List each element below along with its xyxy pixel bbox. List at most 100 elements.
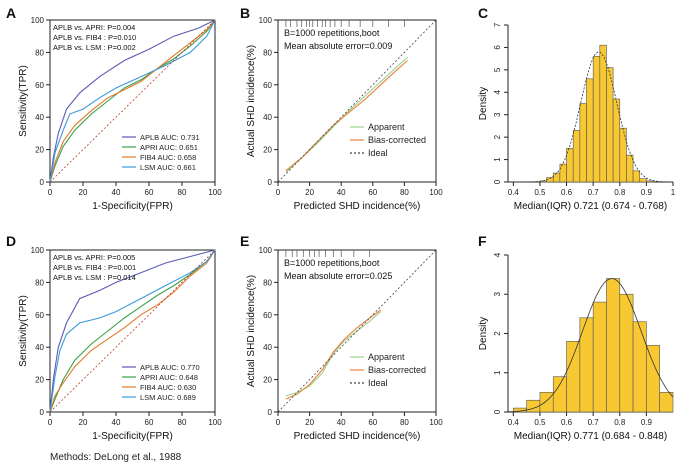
panel-b-y-tick-label: 40 bbox=[263, 113, 272, 122]
panel-e-y-tick-label: 100 bbox=[259, 246, 273, 255]
panel-b-annotation: B=1000 repetitions,boot bbox=[284, 28, 380, 38]
panel-c-x-tick-label: 0.8 bbox=[614, 188, 626, 197]
panel-f-histogram-bar bbox=[566, 341, 581, 413]
panel-d-series-fib4 bbox=[49, 249, 216, 413]
panel-e-legend-label: Ideal bbox=[368, 378, 388, 388]
panel-a: A 0 20 40 60 80 100 0 20 40 60 80 100 1-Specificity(… bbox=[6, 5, 222, 212]
panel-b-y-tick-label: 0 bbox=[268, 178, 273, 187]
panel-a-y-tick-label: 60 bbox=[35, 81, 44, 90]
panel-a-series-fib4 bbox=[49, 19, 216, 183]
panel-a-legend-label: APRI AUC: 0.651 bbox=[140, 143, 198, 152]
panel-a-series-aplb bbox=[49, 19, 216, 183]
panel-f-histogram-bar bbox=[632, 321, 647, 413]
panel-c-histogram-bar bbox=[579, 103, 587, 183]
panel-f-y-tick-label: 4 bbox=[493, 252, 502, 257]
panel-e-annotation: B=1000 repetitions,boot bbox=[284, 258, 380, 268]
panel-a-y-tick-label: 80 bbox=[35, 48, 44, 57]
panel-b-x-tick-label: 60 bbox=[368, 188, 377, 197]
panel-f-x-tick-label: 0.9 bbox=[641, 418, 653, 427]
panel-b-legend-label: Apparent bbox=[368, 122, 405, 132]
panel-c-y-tick-label: 3 bbox=[493, 112, 502, 117]
panel-a-series-reference bbox=[49, 19, 216, 183]
panel-a-series-apri bbox=[49, 19, 216, 183]
panel-c-x-tick-label: 0.4 bbox=[508, 188, 520, 197]
panel-c-y-tick-label: 0 bbox=[493, 179, 502, 184]
panel-c-histogram-bar bbox=[639, 178, 647, 183]
panel-e-letter: E bbox=[240, 233, 249, 249]
panel-d-y-tick-label: 80 bbox=[35, 278, 44, 287]
panel-e-legend-label: Bias-corrected bbox=[368, 365, 426, 375]
panel-e-x-tick-label: 100 bbox=[429, 418, 443, 427]
panel-f-letter: F bbox=[478, 233, 487, 249]
panel-a-y-tick-label: 100 bbox=[31, 16, 45, 25]
panel-f-x-tick-label: 0.4 bbox=[508, 418, 520, 427]
panel-b: B 0 20 40 60 80 100 0 20 40 60 80 100 Predicted SHD … bbox=[240, 5, 443, 212]
panel-f-x-tick-label: 0.5 bbox=[534, 418, 546, 427]
panel-f-histogram-bar bbox=[592, 301, 607, 413]
panel-a-annotation: APLB vs. APRI: P=0.004 bbox=[53, 23, 135, 32]
panel-d: D 0 20 40 60 80 100 0 20 40 60 80 100 1-Specificity(… bbox=[6, 233, 222, 442]
panel-c-x-tick-label: 0.9 bbox=[641, 188, 653, 197]
panel-a-y-tick-label: 0 bbox=[40, 178, 45, 187]
panel-d-y-tick-label: 20 bbox=[35, 376, 44, 385]
panel-c-histogram-bar bbox=[606, 67, 614, 183]
panel-c-x-tick-label: 0.5 bbox=[534, 188, 546, 197]
panel-d-legend-label: APRI AUC: 0.648 bbox=[140, 373, 198, 382]
panel-d-y-tick-label: 100 bbox=[31, 246, 45, 255]
panel-a-x-tick-label: 60 bbox=[145, 188, 154, 197]
panel-d-series-reference bbox=[49, 249, 216, 413]
panel-c-y-axis-label: Density bbox=[478, 87, 489, 120]
panel-c-histogram-bar bbox=[572, 130, 581, 183]
panel-a-plot-frame bbox=[49, 19, 216, 183]
panel-e-plot-frame bbox=[277, 249, 437, 413]
panel-c-y-tick-label: 5 bbox=[493, 67, 502, 72]
panel-c: C 0.4 0.5 0.6 0.7 0.8 0.9 1 0 1 2 3 4 5 6 7 Median(IQR)… bbox=[478, 5, 676, 212]
panel-b-y-axis-label: Actual SHD incidence(%) bbox=[246, 45, 257, 157]
panel-e-y-axis-label: Actual SHD incidence(%) bbox=[246, 275, 257, 387]
panel-f-histogram-bar bbox=[646, 344, 660, 413]
panel-e-x-axis-label: Predicted SHD incidence(%) bbox=[294, 431, 421, 442]
panel-a-legend-label: LSM AUC: 0.661 bbox=[140, 163, 196, 172]
panel-c-x-axis-label: Median(IQR) 0.721 (0.674 - 0.768) bbox=[514, 201, 667, 212]
panel-c-histogram-bar bbox=[559, 163, 567, 183]
panel-d-y-tick-label: 40 bbox=[35, 343, 44, 352]
panel-a-legend-label: FIB4 AUC: 0.658 bbox=[140, 153, 196, 162]
panel-d-x-tick-label: 60 bbox=[145, 418, 154, 427]
panel-c-histogram-bar bbox=[619, 127, 627, 183]
panel-d-legend-label: LSM AUC: 0.689 bbox=[140, 393, 196, 402]
panel-a-x-axis-label: 1-Specificity(FPR) bbox=[92, 201, 173, 212]
panel-e-y-tick-label: 60 bbox=[263, 311, 272, 320]
panel-a-x-tick-label: 20 bbox=[79, 188, 88, 197]
panel-b-y-tick-label: 100 bbox=[259, 16, 273, 25]
panel-e-x-tick-label: 40 bbox=[337, 418, 346, 427]
panel-b-series-bias-corrected bbox=[285, 60, 408, 172]
panel-f-y-tick-label: 1 bbox=[493, 370, 502, 375]
panel-c-x-tick-label: 1 bbox=[671, 188, 676, 197]
panel-a-y-tick-label: 20 bbox=[35, 146, 44, 155]
panel-e-series-ideal bbox=[277, 249, 437, 413]
panel-c-histogram-bar bbox=[586, 78, 594, 183]
panel-d-x-tick-label: 40 bbox=[112, 418, 121, 427]
panel-c-histogram-bar bbox=[592, 56, 601, 183]
panel-d-y-axis-label: Sensitivity(TPR) bbox=[18, 295, 29, 367]
panel-a-annotation: APLB vs. LSM : P=0.002 bbox=[53, 43, 136, 52]
panel-b-annotation: Mean absolute error=0.009 bbox=[284, 41, 392, 51]
panel-f-histogram-bar bbox=[606, 278, 621, 413]
panel-c-density-curve bbox=[508, 51, 673, 183]
panel-d-legend-label: FIB4 AUC: 0.630 bbox=[140, 383, 196, 392]
panel-c-histogram-bar bbox=[646, 180, 654, 183]
panel-a-x-tick-label: 80 bbox=[178, 188, 187, 197]
panel-c-x-tick-label: 0.7 bbox=[588, 188, 600, 197]
panel-c-y-tick-label: 6 bbox=[493, 45, 502, 50]
panel-d-annotation: APLB vs. LSM : P=0.014 bbox=[53, 273, 136, 282]
panel-f-density-curve bbox=[507, 278, 674, 413]
panel-e-y-tick-label: 80 bbox=[263, 278, 272, 287]
panel-c-histogram-bar bbox=[632, 170, 641, 183]
panel-e-legend-label: Apparent bbox=[368, 352, 405, 362]
panel-a-legend-label: APLB AUC: 0.731 bbox=[140, 133, 200, 142]
panel-b-y-tick-label: 80 bbox=[263, 48, 272, 57]
panel-d-series-aplb bbox=[49, 249, 216, 413]
panel-f-x-axis-label: Median(IQR) 0.771 (0.684 - 0.848) bbox=[514, 431, 667, 442]
panel-e-series-bias-corrected bbox=[285, 309, 382, 400]
